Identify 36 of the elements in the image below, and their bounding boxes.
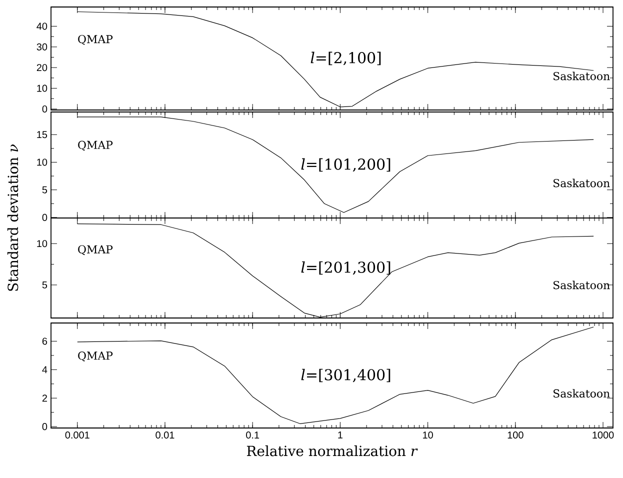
- x-tick-label: 10: [423, 432, 433, 439]
- annotation: QMAP: [78, 34, 113, 45]
- annotation: QMAP: [78, 140, 113, 151]
- y-tick-label: 5: [42, 186, 48, 194]
- annotation: Saskatoon: [554, 72, 610, 80]
- annotation: l=[201,300]: [301, 261, 390, 275]
- x-tick-label: 0.001: [65, 432, 90, 439]
- x-tick-label: 0.01: [156, 432, 174, 439]
- y-tick-label: 40: [36, 22, 48, 30]
- y-tick-label: 15: [37, 131, 48, 138]
- x-tick-label: 100: [508, 432, 524, 439]
- y-tick-label: 0: [42, 423, 48, 430]
- annotation: l=[2,100]: [310, 52, 381, 66]
- x-tick-label: 1000: [592, 432, 614, 439]
- y-tick-label: 20: [36, 64, 48, 72]
- y-tick-label: 10: [37, 240, 48, 248]
- annotation: l=[101,200]: [301, 158, 390, 172]
- y-tick-label: 5: [42, 281, 48, 288]
- y-tick-label: 2: [42, 394, 47, 402]
- annotation: Saskatoon: [554, 280, 610, 290]
- y-tick-label: 10: [37, 84, 48, 92]
- annotation: QMAP: [78, 352, 113, 362]
- y-tick-label: 30: [36, 43, 48, 50]
- x-tick-label: 1: [338, 432, 342, 438]
- annotation: Saskatoon: [554, 389, 610, 398]
- y-tick-label: 0: [42, 105, 48, 112]
- y-tick-label: 6: [42, 338, 48, 345]
- annotation: QMAP: [78, 245, 113, 256]
- y-tick-label: 0: [42, 214, 48, 221]
- x-tick-label: 0.1: [246, 432, 260, 439]
- y-tick-label: 4: [42, 366, 48, 374]
- annotation: Saskatoon: [554, 178, 610, 188]
- y-axis-title: Standard deviation ν: [7, 144, 18, 291]
- y-tick-label: 10: [37, 158, 48, 166]
- x-axis-title: Relative normalization r: [246, 445, 418, 456]
- annotation: l=[301,400]: [301, 368, 390, 382]
